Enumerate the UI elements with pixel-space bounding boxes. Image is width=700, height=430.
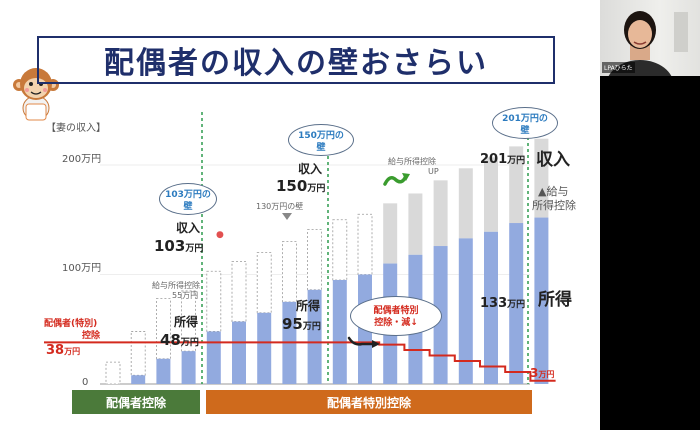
deduction-bar-8 — [307, 229, 323, 291]
income-bar-1 — [131, 375, 146, 384]
income-150-unit: 万円 — [307, 184, 326, 194]
shotoku-95-unit: 万円 — [302, 322, 321, 332]
video-panel: LPAひらた — [600, 0, 700, 430]
spouse-3-unit: 万円 — [538, 370, 555, 379]
deduction-bar-0 — [105, 361, 121, 385]
income-bar-15 — [484, 231, 498, 384]
y-axis-title: 【妻の収入】 — [46, 123, 106, 134]
income-bar-14 — [458, 238, 473, 384]
deduction-bar-13 — [433, 180, 448, 247]
wall-150-label: 壁 — [316, 143, 326, 153]
deduction-bar-11 — [383, 203, 398, 264]
wall-150-amount: 150万円の — [298, 131, 344, 141]
shotoku-label-95: 所得 — [296, 299, 321, 313]
shotoku-133-unit: 万円 — [507, 300, 526, 310]
y-tick-0: 0 — [82, 377, 89, 388]
income-bar-6 — [257, 312, 272, 384]
shotoku-133: 133万円 — [480, 294, 525, 310]
deduction-bar-1 — [130, 331, 146, 376]
presentation-slide: 配偶者の収入の壁おさらい 【妻の収入】 200万円 100万円 0 103万円の… — [0, 0, 600, 430]
bubble-line-2: 控除・減↓ — [374, 318, 418, 328]
spouse-deduction-line — [44, 341, 556, 382]
spouse-38-value: 38 — [46, 343, 65, 358]
shotoku-48-unit: 万円 — [180, 338, 199, 348]
spouse-3-value: 3 — [530, 366, 539, 380]
deduction-bar-9 — [332, 219, 348, 281]
participant-video-tile[interactable]: LPAひらた — [600, 0, 700, 76]
income-150: 150万円 — [276, 178, 325, 194]
income-103: 103万円 — [154, 238, 203, 254]
income-201: 201万円 — [480, 150, 525, 166]
shotoku-133-value: 133 — [480, 296, 508, 311]
income-bar-17 — [534, 217, 549, 384]
bubble-line-1: 配偶者特別 — [373, 306, 419, 316]
participant-name: LPAひらた — [602, 62, 635, 73]
down-triangle-icon — [282, 213, 292, 220]
income-150-value: 150 — [276, 177, 308, 195]
income-bar-16 — [509, 223, 524, 384]
deduction-bar-6 — [256, 252, 272, 314]
salary-deduction-up-label: 給与所得控除 — [388, 157, 436, 166]
income-label-103: 収入 — [176, 221, 201, 235]
wall-201-label: 壁 — [520, 126, 530, 136]
income-bar-2 — [156, 358, 171, 384]
income-bar-5 — [232, 321, 246, 384]
spouse-3: 3万円 — [530, 364, 554, 380]
deduction-bar-17 — [534, 138, 549, 218]
spouse-38-unit: 万円 — [64, 347, 81, 356]
income-103-unit: 万円 — [185, 244, 204, 254]
spouse-deduction-band: 配偶者控除 — [72, 390, 200, 414]
income-bar-4 — [206, 331, 221, 384]
income-201-unit: 万円 — [507, 156, 526, 166]
salary-deduction-55-amount: 55万円 — [172, 291, 199, 300]
income-wall-chart — [44, 112, 556, 385]
shotoku-95: 95万円 — [282, 316, 321, 332]
right-income-label: 収入 — [536, 150, 570, 170]
deduction-bar-15 — [484, 157, 498, 232]
pointer-dot-icon: ● — [216, 230, 224, 240]
deduction-bar-4 — [206, 270, 222, 332]
income-bar-9 — [332, 279, 347, 384]
wall-201-amount: 201万円の — [502, 114, 548, 124]
wall-201-callout: 201万円の 壁 — [492, 107, 558, 139]
black-arrow-icon — [347, 336, 380, 348]
slide-title-box: 配偶者の収入の壁おさらい — [37, 36, 555, 84]
shotoku-95-value: 95 — [282, 315, 303, 333]
deduction-bar-14 — [458, 168, 473, 239]
wall-150-callout: 150万円の 壁 — [288, 124, 354, 156]
spouse-label-1: 配偶者(特別) — [44, 319, 98, 329]
wall-103-amount: 103万円の — [165, 190, 211, 200]
y-tick-200: 200万円 — [62, 154, 102, 165]
right-deduction-label-2: 所得控除 — [532, 199, 576, 212]
deduction-bar-12 — [408, 193, 423, 255]
right-deduction-label-1: ▲給与 — [538, 185, 569, 198]
wall-130-label: 130万円の壁 — [256, 202, 304, 211]
deduction-bar-2 — [155, 298, 171, 360]
wall-103-callout: 103万円の 壁 — [159, 183, 217, 215]
spouse-special-decrease-bubble: 配偶者特別 控除・減↓ — [350, 296, 442, 336]
wall-103-label: 壁 — [183, 202, 193, 212]
income-bar-8 — [307, 289, 322, 384]
income-label-150: 収入 — [298, 162, 323, 176]
deduction-bar-10 — [357, 213, 373, 275]
shotoku-48-value: 48 — [160, 331, 181, 349]
shotoku-label-48: 所得 — [174, 315, 199, 329]
right-shotoku-label: 所得 — [538, 290, 572, 310]
deduction-bar-5 — [231, 260, 247, 322]
monkey-mascot-icon — [13, 68, 59, 121]
income-103-value: 103 — [154, 237, 186, 255]
income-201-value: 201 — [480, 152, 508, 167]
spouse-38: 38万円 — [46, 341, 80, 357]
income-bar-3 — [181, 351, 196, 384]
spouse-special-deduction-band: 配偶者特別控除 — [206, 390, 532, 414]
salary-deduction-55-label: 給与所得控除 — [152, 281, 200, 290]
spouse-label-2: 控除 — [82, 331, 101, 341]
up-label: UP — [428, 167, 439, 176]
y-tick-100: 100万円 — [62, 263, 102, 274]
deduction-bar-7 — [281, 241, 297, 303]
shotoku-48: 48万円 — [160, 332, 199, 348]
green-arrow-icon — [383, 173, 410, 186]
slide-title: 配偶者の収入の壁おさらい — [104, 46, 488, 81]
deduction-bar-16 — [509, 146, 524, 224]
